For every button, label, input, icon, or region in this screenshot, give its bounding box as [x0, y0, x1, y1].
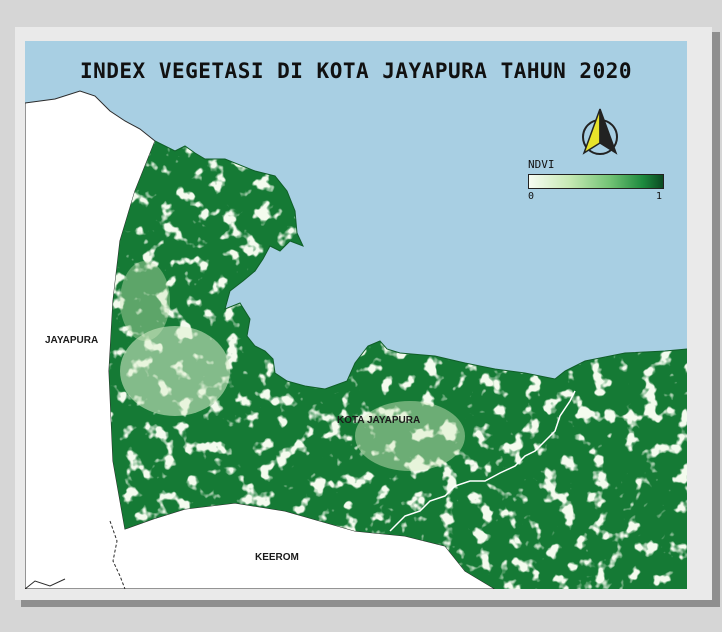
- urban-area-west: [120, 326, 230, 416]
- legend-min-label: 0: [528, 191, 535, 202]
- place-label-kota-jayapura: KOTA JAYAPURA: [337, 415, 421, 426]
- ndvi-legend: NDVI 0 1: [528, 158, 668, 205]
- legend-color-ramp: [528, 174, 664, 189]
- map-svg: [25, 41, 687, 589]
- legend-title: NDVI: [528, 158, 555, 171]
- urban-area-center: [355, 401, 465, 471]
- coastal-patch: [120, 261, 170, 341]
- map-canvas[interactable]: INDEX VEGETASI DI KOTA JAYAPURA TAHUN 20…: [25, 41, 687, 589]
- map-title: INDEX VEGETASI DI KOTA JAYAPURA TAHUN 20…: [79, 59, 632, 83]
- place-label-jayapura: JAYAPURA: [45, 335, 99, 346]
- coastline: [154, 140, 687, 390]
- place-label-keerom: KEEROM: [255, 552, 299, 563]
- admin-boundary: [109, 520, 126, 589]
- legend-ticks: 0 1: [528, 191, 668, 205]
- north-arrow-icon: [578, 105, 622, 159]
- legend-max-label: 1: [656, 191, 663, 202]
- river-line: [389, 390, 576, 532]
- admin-boundary-sw: [25, 578, 66, 589]
